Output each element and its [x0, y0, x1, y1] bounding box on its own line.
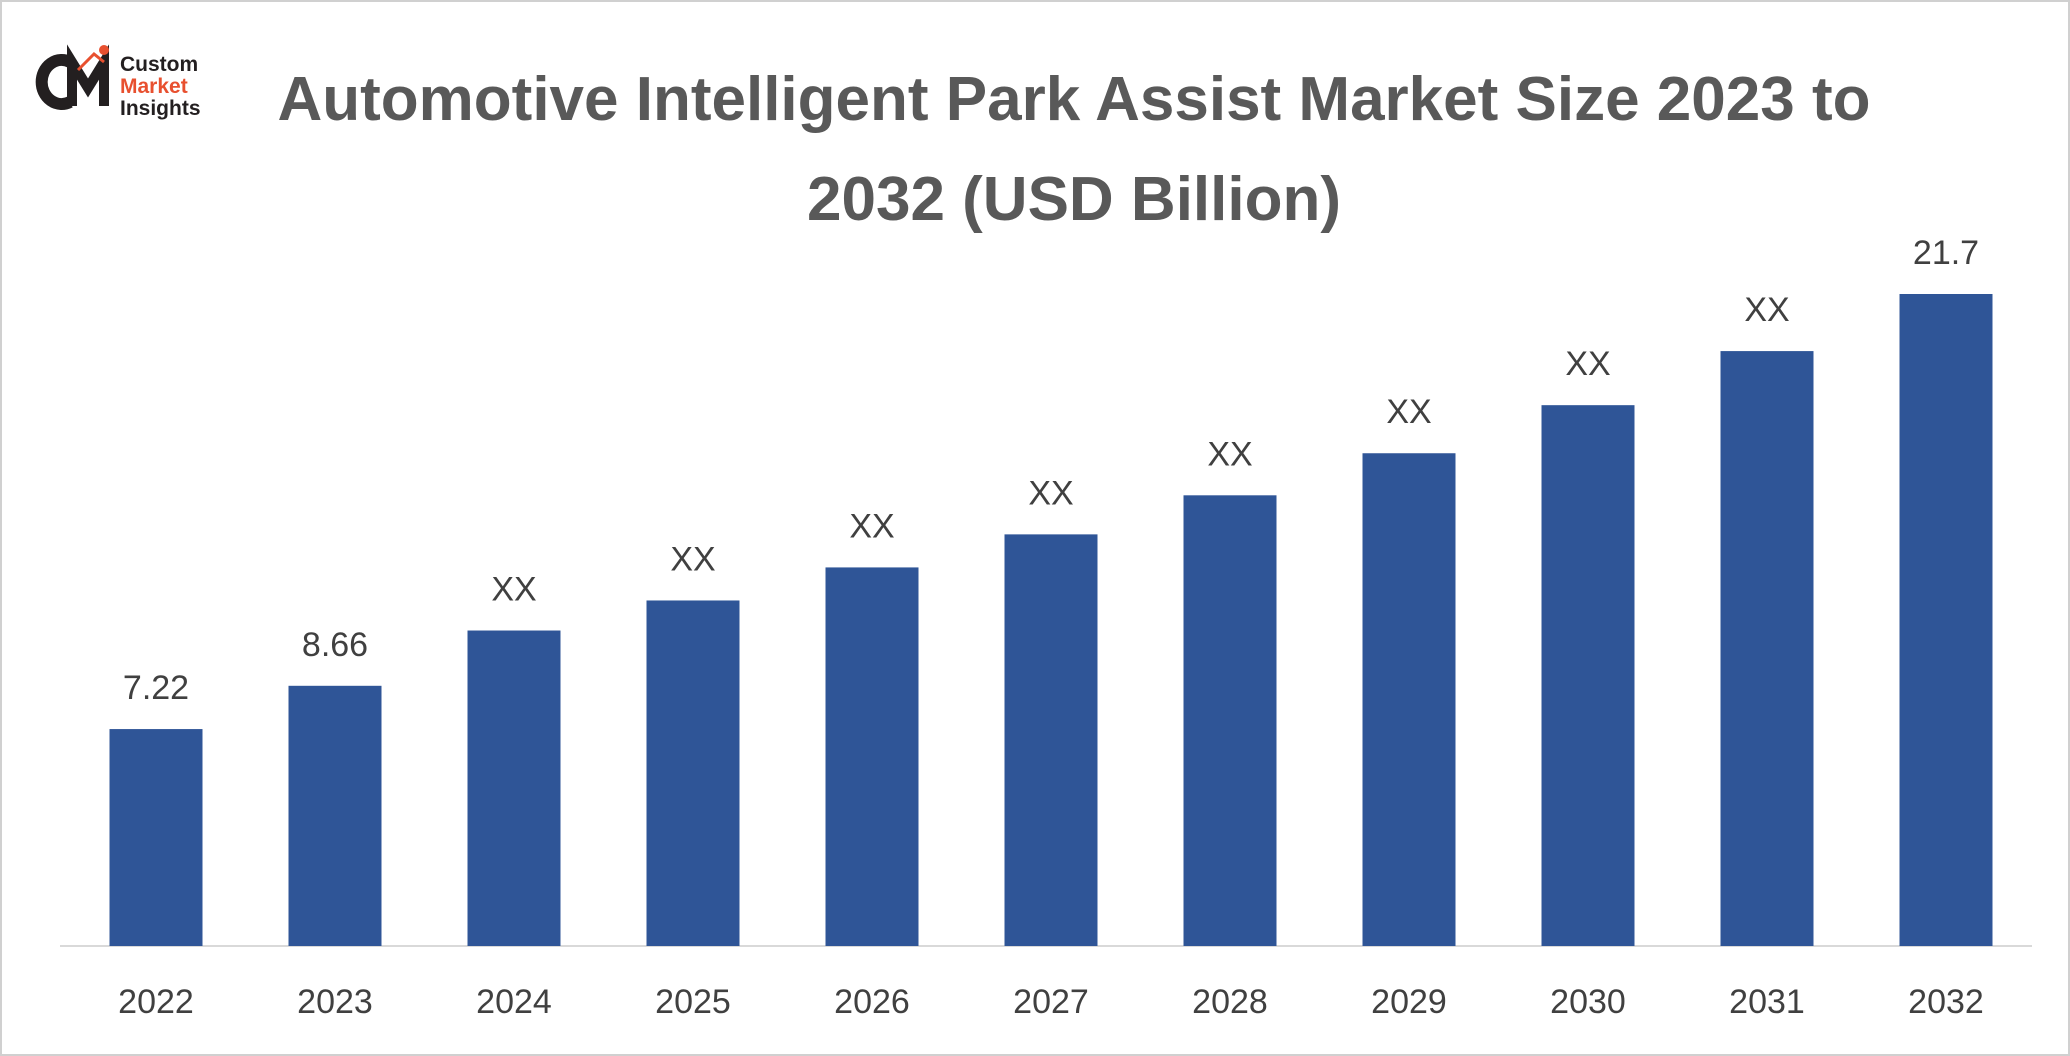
x-tick-label: 2026	[834, 983, 910, 1021]
bar	[825, 567, 919, 946]
bar	[1541, 405, 1635, 946]
x-tick-label: 2025	[655, 983, 731, 1021]
bar	[467, 630, 561, 946]
logo-arrow	[76, 51, 105, 72]
logo-c	[35, 54, 73, 110]
value-label: XX	[1028, 474, 1073, 512]
bar	[109, 729, 203, 946]
value-label: 7.22	[123, 669, 189, 707]
bar	[1183, 495, 1277, 946]
x-tick-label: 2027	[1013, 983, 1089, 1021]
logo-line: Custom	[120, 53, 199, 76]
chart-title: Automotive Intelligent Park Assist Marke…	[277, 65, 1871, 234]
logo-m	[67, 44, 109, 106]
logo-line: Insights	[120, 97, 201, 120]
x-tick-label: 2023	[297, 983, 373, 1021]
logo-dot	[99, 45, 109, 55]
bar	[1362, 453, 1456, 946]
bar	[1004, 534, 1098, 946]
value-label: XX	[1744, 291, 1789, 329]
value-label: XX	[849, 507, 894, 545]
value-label: 21.7	[1913, 234, 1979, 272]
x-tick-label: 2028	[1192, 983, 1268, 1021]
value-label: XX	[670, 540, 715, 578]
x-tick-label: 2032	[1908, 983, 1984, 1021]
bar	[1899, 294, 1993, 946]
bar	[646, 600, 740, 946]
x-tick-label: 2024	[476, 983, 552, 1021]
x-tick-label: 2029	[1371, 983, 1447, 1021]
value-label: XX	[1565, 345, 1610, 383]
value-label: XX	[1207, 435, 1252, 473]
logo-mark	[35, 44, 109, 110]
value-label: 8.66	[302, 626, 368, 664]
logo-line: Market	[120, 75, 188, 98]
bar	[1720, 351, 1814, 947]
bar	[288, 685, 382, 946]
value-label: XX	[491, 571, 536, 609]
x-tick-label: 2030	[1550, 983, 1626, 1021]
x-tick-label: 2022	[118, 983, 194, 1021]
value-label: XX	[1386, 393, 1431, 431]
x-tick-label: 2031	[1729, 983, 1805, 1021]
